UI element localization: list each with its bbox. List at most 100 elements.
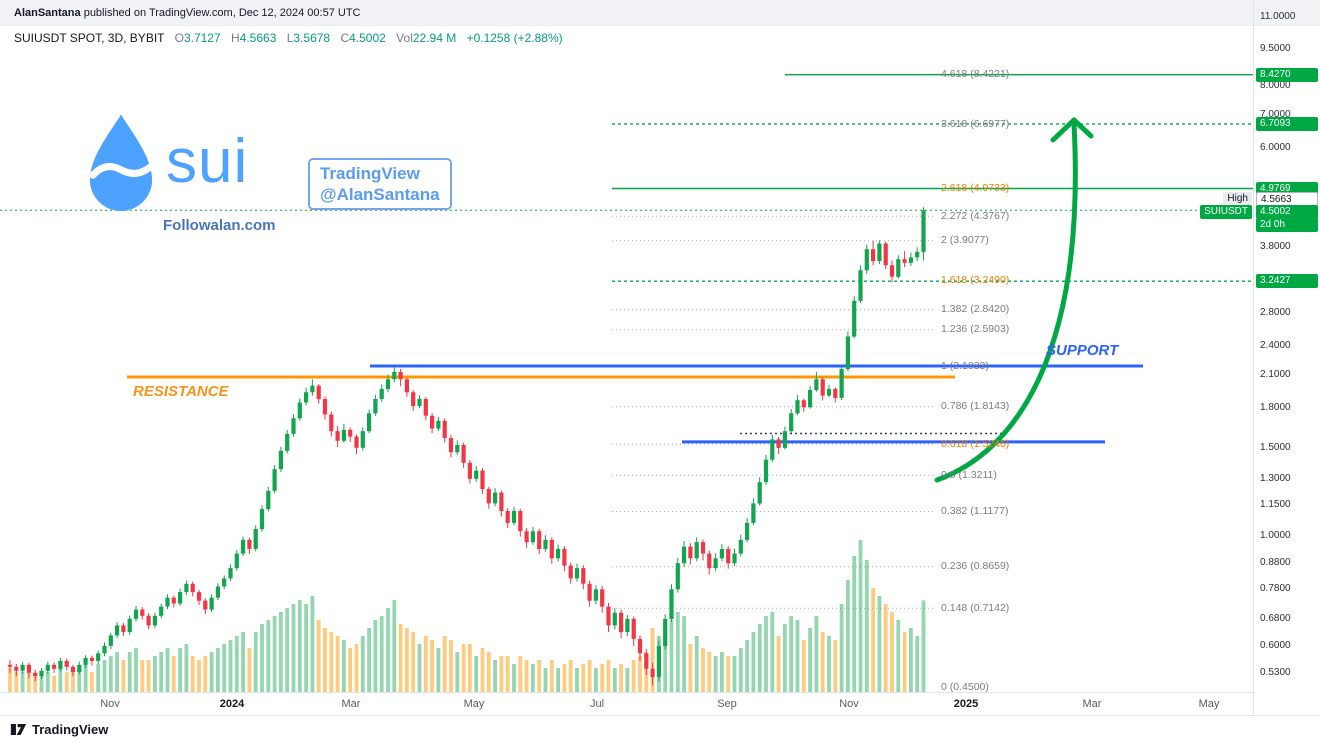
candle: [763, 459, 769, 483]
candle: [203, 600, 208, 610]
volume-bar: [751, 632, 756, 692]
volume-bar: [348, 648, 353, 692]
time-axis[interactable]: Nov 2024 Mar May Jul Sep Nov 2025 Mar May: [0, 692, 1253, 714]
alert-price-badge[interactable]: 8.4270: [1256, 67, 1318, 82]
volume-bar: [650, 628, 655, 692]
volume-label: Vol: [396, 31, 413, 45]
volume-bar: [543, 668, 548, 692]
volume-bar: [178, 648, 182, 692]
fib-level-label: 0.618 (1.5246): [941, 437, 1010, 450]
volume-bar: [335, 636, 340, 692]
price-tick-label: 2.8000: [1260, 306, 1291, 318]
trend-lines[interactable]: [127, 364, 1143, 444]
volume-bar: [127, 652, 132, 692]
low-value: 3.5678: [293, 31, 331, 45]
fib-retracement-lines[interactable]: [612, 215, 936, 609]
watermark-line1: TradingView: [320, 164, 420, 183]
volume-bar: [279, 612, 283, 692]
price-tick-label: 0.6800: [1260, 612, 1291, 624]
volume-bar: [342, 640, 346, 692]
volume-bar: [512, 664, 516, 692]
high-marker-chip: High: [1223, 192, 1252, 207]
candle: [524, 531, 529, 543]
candle: [726, 548, 731, 564]
candle: [820, 379, 825, 396]
candlestick-series[interactable]: [7, 207, 926, 686]
candle: [133, 609, 139, 619]
candle: [58, 660, 63, 669]
volume-bar: [531, 664, 535, 692]
fib-level-label: 0 (0.4500): [941, 681, 989, 693]
candle: [644, 653, 649, 669]
volume-bar: [909, 628, 913, 692]
volume-bar: [140, 660, 145, 692]
candle: [808, 390, 813, 408]
volume-bar: [625, 668, 630, 692]
candle: [581, 568, 586, 584]
candle: [297, 402, 302, 419]
candle: [612, 612, 617, 626]
alert-price-badge[interactable]: 4.9769: [1256, 181, 1318, 196]
projection-arrow[interactable]: [934, 117, 1094, 483]
candle: [171, 597, 176, 604]
volume-bar: [33, 676, 38, 692]
candle: [908, 257, 913, 263]
price-tick-label: 6.0000: [1260, 142, 1291, 154]
alert-price-badge[interactable]: 3.2427: [1256, 274, 1318, 289]
fib-level-label: 0.382 (1.1177): [941, 504, 1009, 517]
price-axis[interactable]: 11.0000 9.5000 8.0000 7.0000 6.0000 3.8000 2.8…: [1253, 0, 1320, 714]
candle: [209, 597, 214, 610]
candle: [883, 243, 888, 266]
author-watermark-badge: TradingView @AlanSantana: [308, 158, 452, 210]
fib-level-label: 1.236 (2.5903): [941, 323, 1010, 336]
candle: [184, 583, 189, 593]
price-tick-label: 3.8000: [1260, 240, 1291, 252]
volume-bar: [864, 560, 869, 692]
volume-bar: [789, 616, 794, 692]
tradingview-brand[interactable]: TradingView: [10, 722, 108, 737]
plot-edge-labels: High SUIUSDT: [1192, 0, 1252, 714]
volume-bar: [549, 660, 554, 692]
candle: [776, 439, 781, 448]
volume-bar: [783, 624, 787, 692]
volume-bar: [83, 664, 88, 692]
tradingview-brand-text: TradingView: [32, 722, 109, 737]
volume-bar: [720, 652, 724, 692]
candle: [385, 379, 391, 389]
high-value: 4.5663: [239, 31, 277, 45]
candle: [373, 399, 378, 414]
volume-bar: [190, 656, 195, 692]
volume-bar: [134, 648, 138, 692]
candle: [448, 438, 454, 453]
candle: [14, 666, 19, 671]
candle: [789, 413, 794, 432]
alert-price-lines[interactable]: [612, 73, 1253, 282]
candle: [530, 531, 535, 543]
volume-bar: [171, 656, 176, 692]
candle: [89, 657, 94, 661]
candle: [335, 431, 340, 441]
price-tick-label: 2.1000: [1260, 369, 1291, 381]
candle: [461, 445, 466, 463]
candle: [341, 429, 346, 441]
current-price-badge[interactable]: 4.5002: [1256, 205, 1318, 220]
volume-bar: [323, 628, 327, 692]
candle: [770, 439, 775, 460]
volume-bar: [871, 588, 875, 692]
price-tick-label: 7.0000: [1260, 108, 1291, 120]
volume-bar: [165, 648, 170, 692]
alert-price-badge[interactable]: 6.7093: [1256, 116, 1318, 131]
volume-bar: [757, 624, 762, 692]
volume-bar: [455, 652, 460, 692]
volume-bar: [480, 648, 485, 692]
volume-bar: [297, 600, 302, 692]
candle: [915, 251, 920, 258]
candle: [801, 400, 806, 408]
price-tick-label: 1.5000: [1260, 441, 1291, 453]
volume-bar: [694, 636, 699, 692]
candle: [77, 664, 82, 672]
candle: [537, 531, 542, 549]
volume-bar: [14, 672, 19, 692]
candle: [379, 388, 384, 399]
